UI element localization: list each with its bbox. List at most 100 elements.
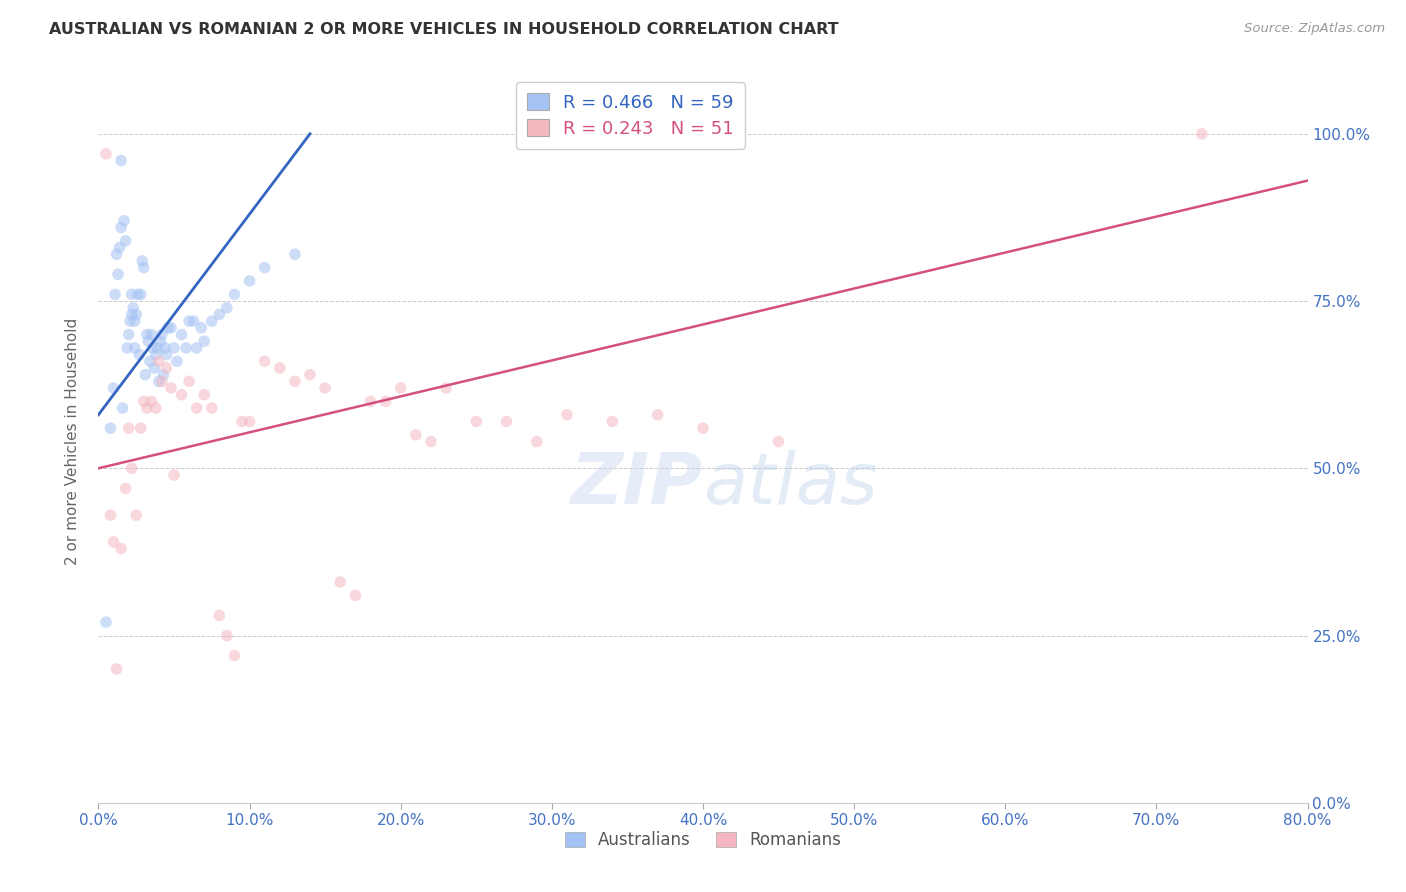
Text: Source: ZipAtlas.com: Source: ZipAtlas.com xyxy=(1244,22,1385,36)
Point xyxy=(94,615,117,630)
Point xyxy=(526,434,548,449)
Point xyxy=(141,394,163,409)
Point xyxy=(111,401,134,416)
Point xyxy=(174,341,197,355)
Point xyxy=(100,421,122,435)
Point xyxy=(239,274,262,288)
Point xyxy=(389,381,412,395)
Point xyxy=(134,368,156,382)
Point xyxy=(103,534,125,549)
Point xyxy=(170,327,193,342)
Point xyxy=(193,334,215,349)
Point xyxy=(129,287,152,301)
Point xyxy=(107,268,129,282)
Point xyxy=(692,421,714,435)
Point xyxy=(121,287,143,301)
Point xyxy=(215,628,238,642)
Point xyxy=(1191,127,1213,141)
Point xyxy=(149,334,172,349)
Point xyxy=(768,434,790,449)
Point xyxy=(150,327,173,342)
Point xyxy=(253,354,276,368)
Point xyxy=(190,321,212,335)
Point xyxy=(156,321,179,335)
Point xyxy=(215,301,238,315)
Point xyxy=(495,414,517,429)
Point xyxy=(128,348,150,362)
Point xyxy=(141,327,163,342)
Point xyxy=(145,401,167,416)
Point xyxy=(253,260,276,275)
Point xyxy=(166,354,188,368)
Legend: Australians, Romanians: Australians, Romanians xyxy=(558,824,848,856)
Point xyxy=(118,327,141,342)
Point xyxy=(122,301,145,315)
Point xyxy=(163,341,186,355)
Text: atlas: atlas xyxy=(703,450,877,519)
Text: ZIP: ZIP xyxy=(571,450,703,519)
Point xyxy=(208,608,231,623)
Point xyxy=(146,341,169,355)
Point xyxy=(179,375,201,389)
Point xyxy=(125,307,148,322)
Text: AUSTRALIAN VS ROMANIAN 2 OR MORE VEHICLES IN HOUSEHOLD CORRELATION CHART: AUSTRALIAN VS ROMANIAN 2 OR MORE VEHICLE… xyxy=(49,22,839,37)
Point xyxy=(121,307,143,322)
Point xyxy=(160,381,183,395)
Point xyxy=(127,287,149,301)
Point xyxy=(108,241,131,255)
Point xyxy=(153,341,176,355)
Point xyxy=(110,541,132,556)
Point xyxy=(135,327,157,342)
Point xyxy=(179,314,201,328)
Point xyxy=(104,287,127,301)
Point xyxy=(269,361,291,376)
Point xyxy=(602,414,624,429)
Point xyxy=(224,648,246,663)
Point xyxy=(170,387,193,401)
Point xyxy=(148,354,170,368)
Point xyxy=(284,375,307,389)
Point xyxy=(105,247,128,261)
Y-axis label: 2 or more Vehicles in Household: 2 or more Vehicles in Household xyxy=(65,318,80,566)
Point xyxy=(360,394,382,409)
Point xyxy=(314,381,336,395)
Point xyxy=(434,381,457,395)
Point xyxy=(555,408,578,422)
Point xyxy=(239,414,262,429)
Point xyxy=(135,401,157,416)
Point xyxy=(121,461,143,475)
Point xyxy=(465,414,488,429)
Point xyxy=(420,434,443,449)
Point xyxy=(103,381,125,395)
Point xyxy=(110,153,132,168)
Point xyxy=(231,414,253,429)
Point xyxy=(94,147,117,161)
Point xyxy=(132,394,155,409)
Point xyxy=(329,575,352,590)
Point xyxy=(100,508,122,523)
Point xyxy=(647,408,669,422)
Point xyxy=(124,341,146,355)
Point xyxy=(139,354,162,368)
Point xyxy=(110,220,132,235)
Point xyxy=(299,368,322,382)
Point xyxy=(186,401,208,416)
Point xyxy=(224,287,246,301)
Point xyxy=(201,314,224,328)
Point xyxy=(150,375,173,389)
Point xyxy=(155,348,177,362)
Point xyxy=(163,467,186,482)
Point xyxy=(129,421,152,435)
Point xyxy=(193,387,215,401)
Point xyxy=(208,307,231,322)
Point xyxy=(143,361,166,376)
Point xyxy=(155,361,177,376)
Point xyxy=(344,589,367,603)
Point xyxy=(118,421,141,435)
Point xyxy=(131,254,153,268)
Point xyxy=(152,368,174,382)
Point xyxy=(115,341,138,355)
Point xyxy=(374,394,396,409)
Point xyxy=(120,314,142,328)
Point xyxy=(160,321,183,335)
